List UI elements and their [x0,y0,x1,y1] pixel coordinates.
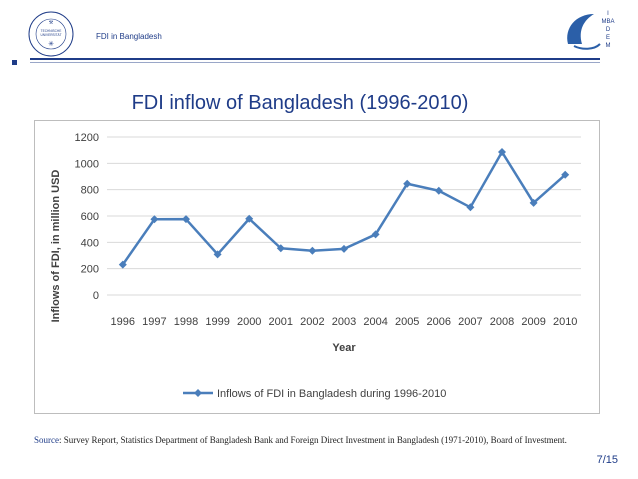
x-tick-label: 2005 [395,316,419,328]
data-point [340,244,348,253]
university-seal-logo: TECHNISCHE UNIVERSITÄT ✳ ⚒ [28,11,74,57]
y-tick-label: 600 [81,211,99,223]
source-label: Source [34,435,59,445]
page-number: 7/15 [596,454,618,466]
data-point [276,244,285,253]
data-point [561,170,570,179]
source-text: : Survey Report, Statistics Department o… [59,435,567,445]
header-rule [30,58,600,60]
y-tick-label: 400 [81,237,99,249]
data-point [434,186,443,195]
svg-text:UNIVERSITÄT: UNIVERSITÄT [40,33,61,37]
x-tick-label: 1996 [111,316,135,328]
x-tick-label: 2000 [237,316,261,328]
x-tick-label: 2004 [363,316,387,328]
x-tick-label: 2009 [521,316,545,328]
slide-title: FDI inflow of Bangladesh (1996-2010) [131,92,469,114]
svg-text:⚒: ⚒ [49,20,54,26]
y-tick-label: 1200 [75,132,99,144]
svg-text:✳: ✳ [48,40,54,48]
y-tick-label: 800 [81,185,99,197]
x-tick-label: 1997 [142,316,166,328]
slide-header: TECHNISCHE UNIVERSITÄT ✳ ⚒ FDI in Bangla… [0,0,638,70]
fdi-line-chart: 0 200 400 600 800 1000 1200 1996 1997 1998 1999 200… [50,132,581,400]
legend-swatch-marker [194,389,202,397]
data-point [498,148,506,157]
header-rule-thin [30,62,600,63]
corner-marker [12,60,17,65]
x-tick-label: 2001 [269,316,293,328]
x-tick-label: 2003 [332,316,356,328]
x-axis-title: Year [332,342,356,354]
y-tick-label: 1000 [75,158,99,170]
data-point [371,230,380,239]
y-tick-label: 0 [93,290,99,302]
source-note: Source: Survey Report, Statistics Depart… [34,434,574,447]
x-tick-label: 2006 [427,316,451,328]
x-tick-label: 2007 [458,316,482,328]
y-axis-title: Inflows of FDI, in million USD [50,170,62,323]
x-tick-label: 2010 [553,316,577,328]
data-point [182,215,190,224]
data-point [213,250,222,259]
x-tick-label: 1998 [174,316,198,328]
data-point [245,214,254,223]
y-tick-label: 200 [81,264,99,276]
data-point [529,198,538,207]
x-tick-label: 1999 [205,316,229,328]
data-point [466,203,475,212]
svg-text:TECHNISCHE: TECHNISCHE [41,29,62,33]
legend-label: Inflows of FDI in Bangladesh during 1996… [217,388,446,400]
data-point [403,179,412,188]
imbadem-logo: I MBA D E M [567,11,615,50]
data-point [150,215,159,224]
x-tick-label: 2002 [300,316,324,328]
chart-frame: 0 200 400 600 800 1000 1200 1996 1997 1998 1999 200… [34,120,600,414]
x-tick-label: 2008 [490,316,514,328]
data-point [118,260,127,269]
deck-title: FDI in Bangladesh [96,32,162,41]
data-point [308,246,317,255]
